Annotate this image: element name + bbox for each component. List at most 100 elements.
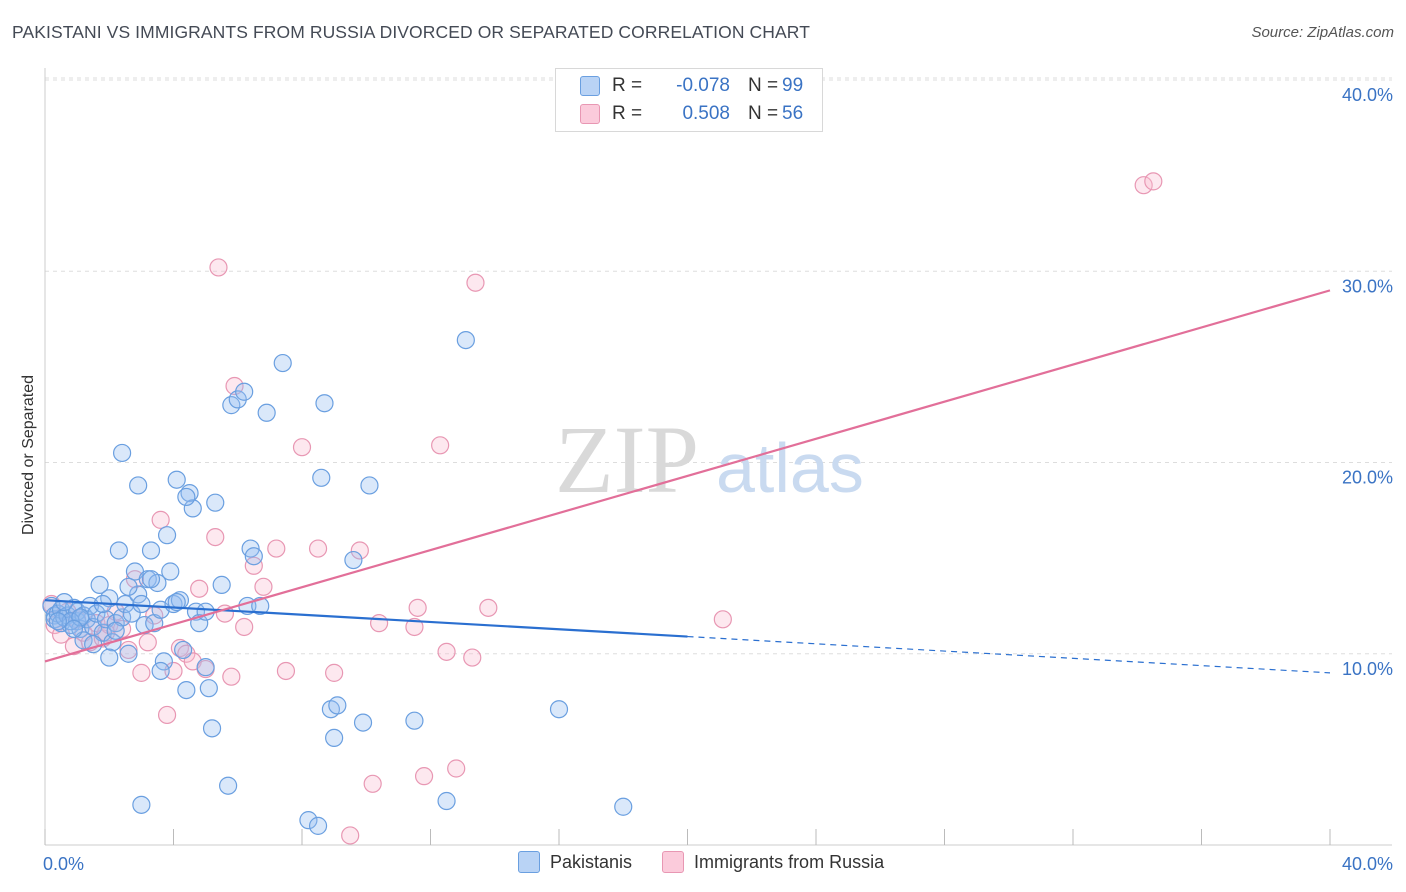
pakistani-point: [614, 797, 633, 816]
legend-row-pakistani: R = -0.078 N = 99: [580, 73, 803, 99]
legend-n-value: 99: [782, 75, 804, 96]
russia-point: [1144, 172, 1163, 191]
pakistani-point: [161, 562, 180, 581]
chart-title: PAKISTANI VS IMMIGRANTS FROM RUSSIA DIVO…: [12, 22, 811, 42]
russia-point: [132, 663, 151, 682]
pakistani-point: [257, 403, 276, 422]
russia-point: [164, 661, 183, 681]
pakistani-point: [312, 468, 331, 487]
watermark: ZIP atlas: [555, 406, 864, 513]
pakistani-point: [119, 577, 138, 596]
pakistani-point: [119, 644, 138, 663]
pakistani-point: [141, 570, 161, 589]
watermark-zip: ZIP: [555, 406, 699, 513]
russia-point: [206, 527, 225, 547]
legend-swatch-russia: [580, 104, 600, 124]
pakistani-point: [132, 795, 151, 814]
pakistani-point: [235, 382, 254, 401]
y-axis-label: Divorced or Separated: [20, 375, 37, 535]
russia-point: [341, 826, 360, 845]
pakistani-point: [64, 619, 84, 638]
russia-point: [190, 579, 209, 598]
pakistani-point: [151, 661, 170, 681]
russia-point: [431, 436, 450, 455]
pakistani-point: [328, 696, 347, 715]
pakistani-point: [90, 575, 109, 595]
russia-point: [325, 663, 344, 682]
pakistani-point: [437, 791, 456, 811]
pakistani-point: [141, 541, 161, 560]
pakistani-point: [183, 499, 202, 518]
legend-n-label: N =: [748, 75, 779, 96]
legend-item-russia: Immigrants from Russia: [662, 851, 884, 873]
pakistani-point: [106, 621, 125, 640]
russia-point: [151, 510, 170, 529]
x-tick-label: 0.0%: [43, 854, 84, 874]
pakistani-point: [167, 470, 186, 489]
source-label: Source: ZipAtlas.com: [1251, 24, 1394, 41]
pakistani-point: [71, 608, 90, 627]
russia-trend-line: [44, 289, 1331, 663]
russia-point: [479, 598, 498, 617]
russia-point: [447, 759, 466, 778]
russia-point: [222, 667, 241, 686]
pakistani-point: [251, 596, 270, 616]
pakistani-point: [315, 394, 334, 413]
pakistani-point: [405, 711, 424, 730]
correlation-legend: R = -0.078 N = 99 R = 0.508 N = 56: [555, 68, 823, 132]
y-tick-label: 30.0%: [1342, 276, 1393, 296]
russia-point: [119, 640, 138, 660]
legend-n-value: 56: [782, 103, 804, 124]
pakistani-point: [344, 550, 363, 570]
axes: [44, 68, 1392, 846]
pakistani-point: [360, 476, 379, 495]
pakistani-point: [100, 648, 119, 667]
pakistani-point: [308, 816, 328, 835]
russia-point: [370, 614, 389, 633]
pakistani-point: [132, 594, 151, 614]
legend-swatch-russia: [662, 851, 685, 873]
pakistani-point: [177, 487, 196, 507]
legend-r-label: R =: [612, 75, 643, 96]
legend-r-value: 0.508: [682, 103, 730, 124]
trend-lines: [44, 289, 1331, 674]
legend-item-pakistanis: Pakistanis: [518, 851, 632, 873]
pakistani-point: [353, 713, 373, 732]
russia-point: [308, 539, 328, 558]
russia-point: [157, 705, 177, 725]
pakistani-trend-line: [44, 599, 688, 638]
russia-point: [1134, 176, 1153, 195]
pakistani-trend-extension: [687, 635, 1331, 674]
pakistani-point: [48, 612, 67, 631]
russia-point: [225, 376, 244, 396]
russia-point: [292, 438, 312, 457]
russia-point: [405, 617, 424, 637]
series-pakistani-points: [42, 331, 633, 835]
x-tick-label: 40.0%: [1342, 854, 1393, 874]
pakistani-point: [456, 331, 475, 350]
russia-point: [138, 633, 157, 652]
pakistani-point: [549, 700, 569, 719]
legend-label-pakistanis: Pakistanis: [550, 851, 633, 872]
pakistani-point: [299, 811, 318, 830]
pakistani-point: [177, 680, 196, 700]
russia-point: [363, 774, 382, 793]
russia-point: [466, 273, 485, 292]
russia-point: [437, 642, 456, 661]
pakistani-point: [199, 679, 218, 698]
legend-n-label: N =: [748, 103, 779, 124]
russia-point: [408, 598, 427, 617]
pakistani-point: [273, 353, 292, 373]
russia-point: [350, 541, 369, 560]
legend-r-label: R =: [612, 103, 643, 124]
y-tick-label: 40.0%: [1342, 85, 1393, 105]
pakistani-point: [206, 493, 225, 512]
series-legend: Pakistanis Immigrants from Russia: [518, 851, 914, 873]
pakistani-point: [112, 443, 132, 463]
pakistani-point: [212, 575, 231, 595]
russia-point: [244, 556, 263, 575]
legend-label-russia: Immigrants from Russia: [694, 851, 885, 872]
legend-row-russia: R = 0.508 N = 56: [580, 101, 803, 127]
watermark-atlas: atlas: [716, 429, 864, 507]
pakistani-point: [154, 652, 173, 671]
